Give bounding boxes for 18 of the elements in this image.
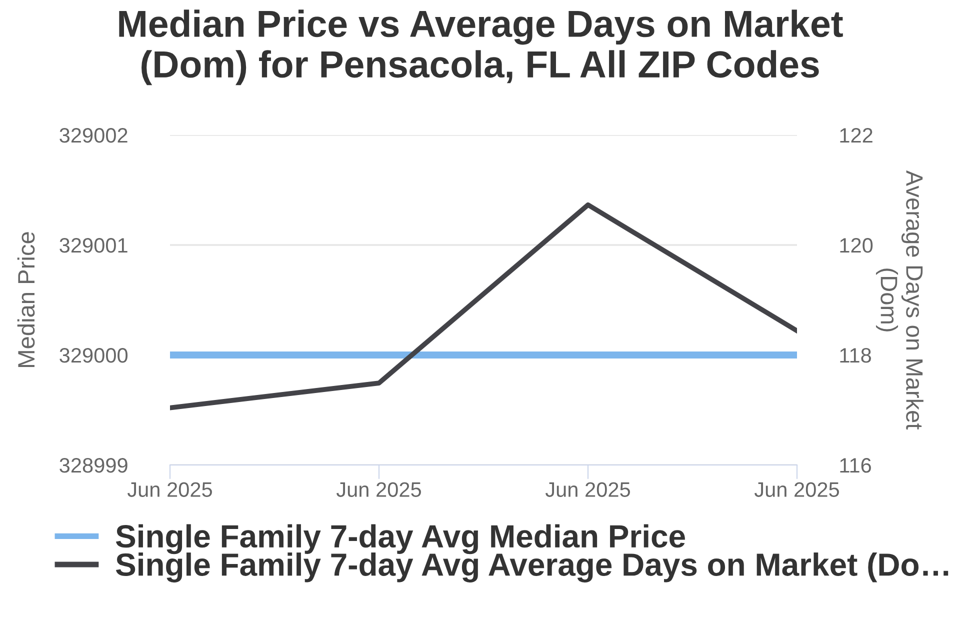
y2-tick-label: 118 — [840, 348, 871, 363]
x-tick-label: Jun 2025 — [545, 482, 630, 497]
y-tick-label: 329000 — [60, 348, 128, 363]
y2-tick-label: 120 — [840, 238, 873, 253]
y-tick-label: 329001 — [60, 238, 128, 253]
y-axis-title: Median Price — [17, 232, 35, 367]
x-tick-label: Jun 2025 — [127, 482, 212, 497]
x-tick-label: Jun 2025 — [336, 482, 421, 497]
x-tick-label: Jun 2025 — [754, 482, 839, 497]
y2-axis-title: Average Days on Market (Dom) — [876, 170, 924, 430]
y2-tick-label: 122 — [840, 128, 872, 143]
y-tick-label: 329002 — [60, 128, 128, 143]
legend-label: Single Family 7-day Avg Average Days on Market (Do… — [116, 552, 948, 582]
legend-label: Single Family 7-day Avg Median Price — [116, 524, 685, 554]
chart-title: Median Price vs Average Days on Market (Dom) for Pensacola, FL All ZIP Codes — [119, 10, 843, 86]
y2-tick-label: 116 — [840, 458, 871, 473]
y-tick-label: 328999 — [60, 458, 128, 473]
line-series — [170, 202, 797, 410]
